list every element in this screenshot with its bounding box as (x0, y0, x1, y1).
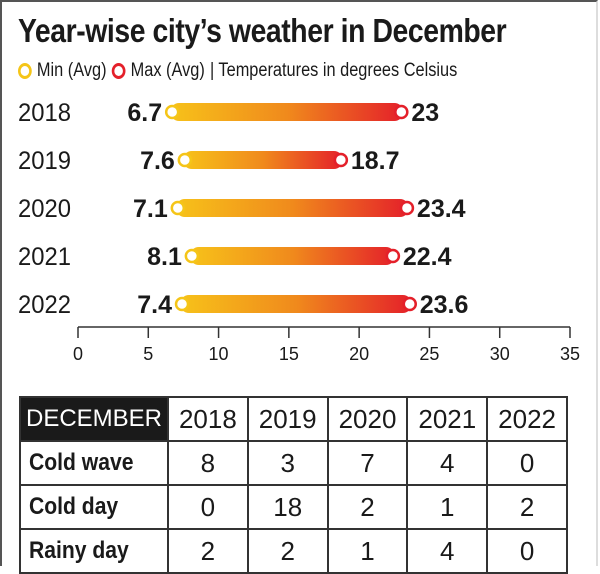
year-label: 2022 (18, 291, 71, 319)
max-legend-marker (111, 63, 126, 79)
min-point (164, 104, 180, 120)
table-cell: 8 (167, 440, 249, 486)
x-tick-label: 10 (209, 344, 229, 364)
table-cell: 2 (167, 528, 249, 574)
max-value-label: 23 (411, 99, 439, 127)
dumbbell-chart: 2018 6.7 23 2019 7.6 18.7 2020 7.1 23.4 2021 8.1 22… (18, 99, 580, 364)
x-tick-label: 25 (419, 344, 439, 364)
year-label: 2019 (18, 147, 71, 175)
table-cell: 0 (167, 484, 249, 530)
chart-row: 2018 6.7 23 (18, 99, 439, 127)
x-tick-label: 15 (279, 344, 299, 364)
chart-row: 2021 8.1 22.4 (18, 243, 452, 271)
max-point (402, 296, 417, 312)
column-header: 2018 (167, 396, 249, 442)
table-row: Cold wave 8 3 7 4 0 (19, 440, 568, 486)
table-cell: 2 (246, 528, 329, 574)
row-label: Cold day (19, 484, 169, 530)
max-point (333, 152, 349, 168)
chart-row: 2022 7.4 23.6 (18, 291, 468, 319)
max-value-label: 18.7 (351, 147, 400, 175)
table-cell: 2 (326, 484, 409, 530)
column-header: 2021 (406, 396, 489, 442)
row-label-text: Rainy day (29, 537, 129, 564)
x-tick-label: 5 (143, 344, 153, 364)
max-point (385, 248, 401, 264)
range-bar (180, 295, 412, 313)
table-cell: 0 (486, 528, 568, 574)
chart-row: 2019 7.6 18.7 (18, 147, 400, 175)
units-note: | Temperatures in degrees Celsius (209, 60, 458, 81)
range-bar (175, 199, 409, 217)
chart-row: 2020 7.1 23.4 (18, 195, 466, 223)
year-label: 2018 (18, 99, 71, 127)
table-cell: 7 (326, 440, 409, 486)
min-value-label: 8.1 (147, 243, 182, 271)
table-corner-header: DECEMBER (19, 396, 169, 442)
min-value-label: 7.4 (137, 291, 172, 319)
max-point (394, 104, 409, 120)
max-value-label: 22.4 (403, 243, 452, 271)
table-cell: 0 (486, 440, 568, 486)
min-value-label: 7.1 (133, 195, 168, 223)
row-label: Cold wave (19, 440, 169, 486)
year-label: 2021 (18, 243, 71, 271)
row-label-text: Cold day (29, 493, 119, 520)
table-cell: 2 (486, 484, 568, 530)
table-cell: 1 (406, 484, 489, 530)
row-label-text: Cold wave (29, 449, 134, 476)
legend: Min (Avg) Max (Avg) | Temperatures in de… (18, 60, 457, 82)
column-header: 2022 (486, 396, 568, 442)
table-cell: 18 (246, 484, 329, 530)
min-legend-marker (18, 63, 32, 79)
min-value-label: 6.7 (127, 99, 162, 127)
x-tick-label: 35 (560, 344, 580, 364)
max-value-label: 23.6 (420, 291, 469, 319)
min-point (184, 248, 200, 264)
table-row: Rainy day 2 2 1 4 0 (19, 528, 568, 574)
x-tick-label: 20 (349, 344, 369, 364)
row-label: Rainy day (19, 528, 169, 574)
max-point (399, 200, 415, 216)
table-cell: 1 (326, 528, 409, 574)
x-tick-label: 30 (490, 344, 510, 364)
table-cell: 4 (406, 528, 489, 574)
weather-table: DECEMBER 2018 2019 2020 2021 2022 Cold wave 8… (19, 396, 568, 574)
chart-title: Year-wise city’s weather in December (18, 12, 507, 49)
range-bar (182, 151, 343, 169)
table-cell: 4 (406, 440, 489, 486)
column-header: 2019 (246, 396, 329, 442)
column-header: 2020 (326, 396, 409, 442)
max-legend-label: Max (Avg) (130, 60, 205, 81)
min-value-label: 7.6 (140, 147, 175, 175)
min-point (174, 296, 190, 312)
max-value-label: 23.4 (417, 195, 466, 223)
range-bar (189, 247, 395, 265)
range-bar (170, 103, 404, 121)
year-label: 2020 (18, 195, 71, 223)
table-row: Cold day 0 18 2 1 2 (19, 484, 568, 530)
table-cell: 3 (246, 440, 329, 486)
min-point (177, 152, 193, 168)
x-tick-label: 0 (73, 344, 83, 364)
min-point (170, 200, 186, 216)
min-legend-label: Min (Avg) (36, 60, 107, 81)
